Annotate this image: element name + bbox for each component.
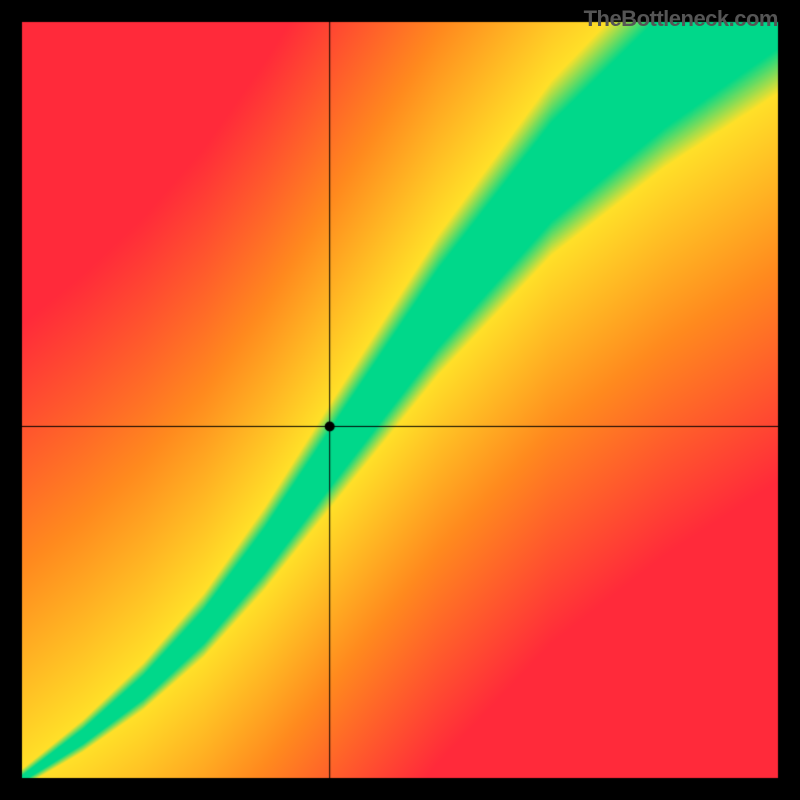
watermark-text: TheBottleneck.com [584, 6, 778, 32]
heatmap-canvas [0, 0, 800, 800]
chart-container: TheBottleneck.com [0, 0, 800, 800]
